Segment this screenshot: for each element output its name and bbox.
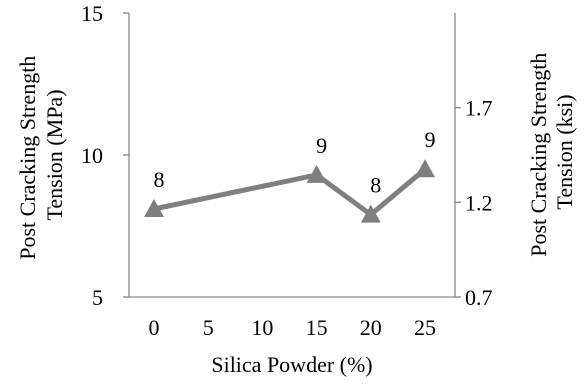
- y2-tick-label: 1.2: [465, 190, 493, 215]
- axes: 5 10 15 0.7 1.2 1.7 0 5 10 15 20 25: [81, 1, 493, 340]
- x-tick-label: 5: [203, 315, 214, 340]
- series-line: [153, 167, 427, 218]
- series: 8 9 8 9: [144, 127, 436, 223]
- data-point: [144, 198, 164, 217]
- y2-axis-title-line-2: Tension (ksi): [552, 94, 577, 209]
- y-axis-title-line-1: Post Cracking Strength: [15, 56, 40, 260]
- data-label: 8: [370, 173, 381, 198]
- x-tick-label: 10: [251, 315, 273, 340]
- x-tick-label: 15: [306, 315, 328, 340]
- y-tick-label: 10: [81, 143, 103, 168]
- y2-tick-label: 1.7: [465, 96, 493, 121]
- y-axis-title: Post Cracking Strength Tension (MPa): [15, 50, 67, 260]
- y-tick-label: 5: [92, 285, 103, 310]
- y-axis-title-line-2: Tension (MPa): [42, 89, 67, 220]
- data-point: [415, 159, 435, 178]
- x-tick-label: 0: [149, 315, 160, 340]
- x-axis-title: Silica Powder (%): [211, 352, 372, 377]
- data-point: [360, 204, 381, 223]
- labels: Silica Powder (%) Post Cracking Strength…: [15, 47, 577, 377]
- y2-axis-title-line-1: Post Cracking Strength: [526, 53, 551, 257]
- data-label: 9: [316, 133, 327, 158]
- y2-tick-label: 0.7: [465, 285, 493, 310]
- y-tick-label: 15: [81, 1, 103, 26]
- data-label: 9: [425, 127, 436, 152]
- x-tick-label: 25: [414, 315, 436, 340]
- data-label: 8: [154, 167, 165, 192]
- x-tick-label: 20: [360, 315, 382, 340]
- data-point: [306, 164, 327, 183]
- y2-axis-title: Post Cracking Strength Tension (ksi): [526, 47, 577, 257]
